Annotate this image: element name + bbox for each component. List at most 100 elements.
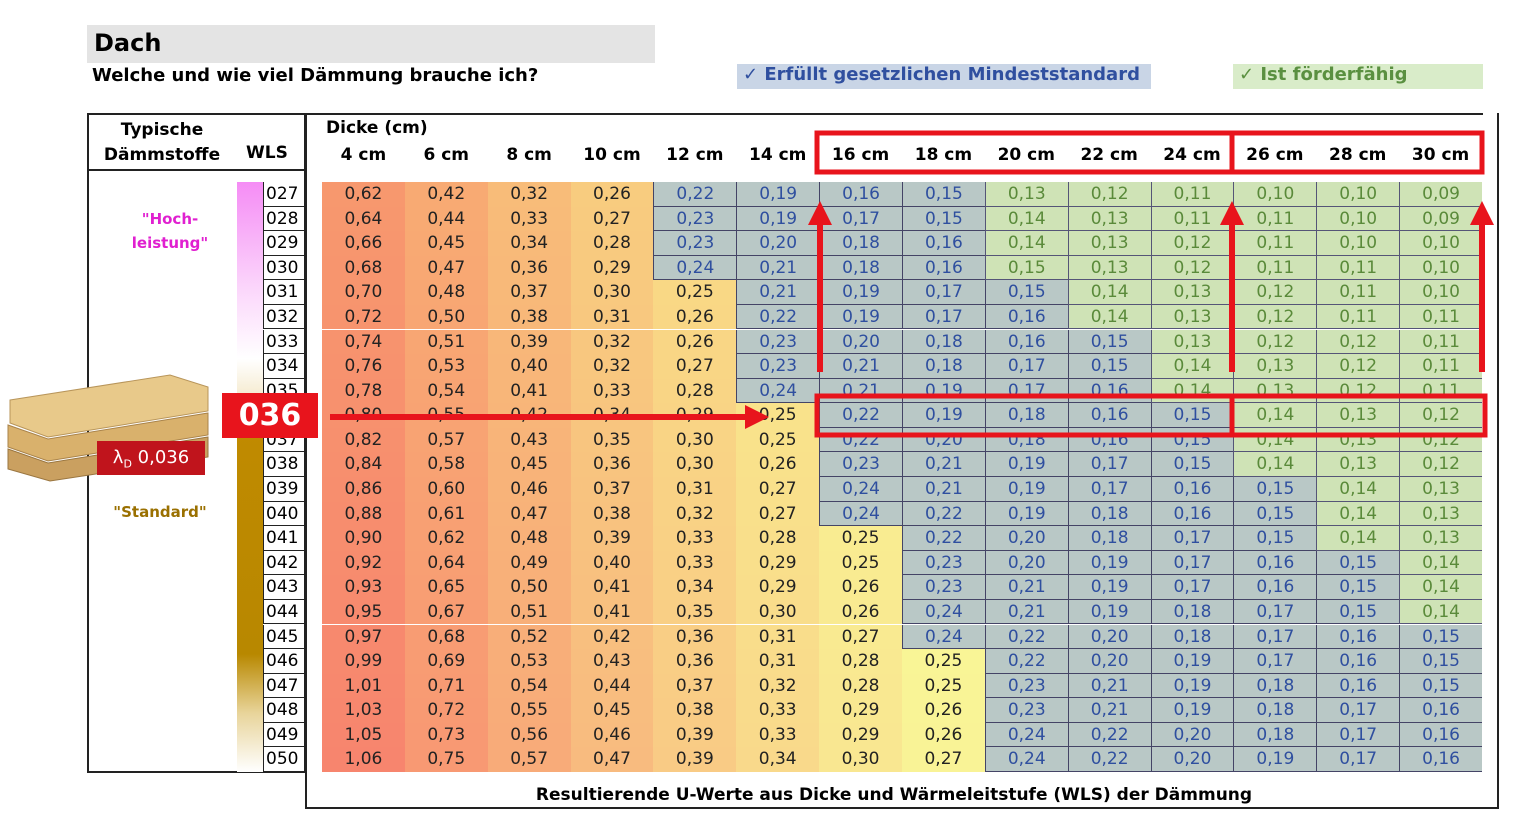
u-value: 0,14	[1233, 452, 1317, 477]
column-header: 12 cm	[666, 145, 724, 165]
u-value: 0,37	[487, 280, 571, 305]
u-value: 0,17	[1067, 452, 1151, 477]
u-value: 0,11	[1233, 255, 1317, 281]
u-value: 0,13	[1067, 255, 1151, 281]
u-value: 0,19	[1067, 599, 1151, 625]
u-value: 0,16	[1316, 673, 1400, 699]
u-value: 0,26	[653, 329, 737, 355]
high-performance-label: "Hoch- leistung"	[131, 210, 209, 252]
u-value: 0,16	[1399, 747, 1482, 772]
u-value: 0,23	[736, 329, 820, 355]
u-value: 0,18	[1150, 599, 1234, 625]
u-value: 0,47	[570, 747, 654, 772]
u-value: 0,33	[736, 722, 820, 748]
u-value: 0,26	[570, 182, 654, 207]
u-value: 0,35	[653, 599, 737, 625]
column-header: 30 cm	[1411, 145, 1470, 165]
u-value: 0,20	[1150, 722, 1234, 748]
u-value: 0,36	[653, 649, 737, 674]
u-value: 0,12	[1316, 378, 1400, 404]
u-value: 0,86	[322, 477, 405, 502]
u-value: 0,15	[1150, 452, 1234, 477]
wls-label: 030	[263, 255, 305, 281]
u-value: 0,15	[1399, 649, 1482, 674]
u-value: 0,22	[902, 526, 985, 551]
u-value: 0,70	[322, 280, 405, 305]
lambda-symbol: λ	[112, 447, 124, 468]
u-value: 0,48	[487, 526, 571, 551]
u-value: 0,28	[819, 649, 902, 674]
u-value: 0,12	[1399, 403, 1482, 428]
u-value: 0,23	[984, 698, 1068, 723]
u-value: 0,18	[819, 231, 902, 256]
u-value: 0,15	[1150, 403, 1234, 428]
u-value: 0,13	[1150, 280, 1234, 305]
u-value: 0,22	[819, 403, 902, 428]
wls-label: 042	[263, 550, 305, 576]
u-value: 0,44	[570, 673, 654, 699]
u-value: 0,33	[570, 378, 654, 404]
u-value: 0,25	[902, 649, 985, 674]
u-value: 0,88	[322, 501, 405, 527]
u-value: 0,25	[736, 403, 820, 428]
column-header: 18 cm	[914, 145, 973, 165]
u-value: 0,92	[322, 550, 405, 576]
u-value: 0,14	[1316, 477, 1400, 502]
wls-label: 038	[263, 452, 305, 477]
u-value: 0,10	[1399, 280, 1482, 305]
u-value: 0,32	[487, 182, 571, 207]
wls-label: 043	[263, 575, 305, 600]
u-value: 0,14	[1150, 354, 1234, 379]
column-header: 14 cm	[749, 145, 807, 165]
u-value: 0,19	[819, 280, 902, 305]
wls-label: 031	[263, 280, 305, 305]
u-value: 0,14	[1399, 599, 1482, 625]
u-value: 0,15	[1150, 427, 1234, 453]
u-value: 0,20	[1067, 624, 1151, 650]
u-value: 0,14	[1316, 526, 1400, 551]
u-value: 0,72	[404, 698, 488, 723]
u-value: 0,24	[902, 599, 985, 625]
u-value: 0,33	[487, 206, 571, 232]
u-value: 0,19	[984, 477, 1068, 502]
u-value: 0,76	[322, 354, 405, 379]
wls-label: 027	[263, 182, 305, 207]
u-value: 0,48	[404, 280, 488, 305]
u-value: 0,14	[1316, 501, 1400, 527]
u-value: 0,21	[736, 280, 820, 305]
u-value: 0,13	[1233, 354, 1317, 379]
u-value: 0,15	[1316, 550, 1400, 576]
u-value: 0,17	[1150, 575, 1234, 600]
u-value: 0,26	[902, 698, 985, 723]
u-value: 0,10	[1316, 231, 1400, 256]
u-value: 0,82	[322, 427, 405, 453]
u-value: 0,17	[1150, 550, 1234, 576]
column-header: 28 cm	[1329, 145, 1387, 165]
subtitle: Welche und wie viel Dämmung brauche ich?	[92, 65, 539, 86]
u-value: 0,26	[736, 452, 820, 477]
u-value: 0,15	[1233, 501, 1317, 527]
u-value: 0,14	[1067, 304, 1151, 330]
u-value: 0,34	[736, 747, 820, 772]
legend-minimum: ✓ Erfüllt gesetzlichen Mindeststandard	[737, 64, 1151, 89]
u-value: 0,23	[819, 452, 902, 477]
u-value: 0,17	[1316, 747, 1400, 772]
u-value: 0,13	[1150, 329, 1234, 355]
u-value: 0,34	[653, 575, 737, 600]
u-value: 0,61	[404, 501, 488, 527]
left-header-line	[87, 169, 306, 171]
u-value: 0,12	[1067, 182, 1151, 207]
u-value: 0,17	[1233, 599, 1317, 625]
u-value: 0,25	[819, 526, 902, 551]
u-value: 0,39	[653, 747, 737, 772]
u-value: 0,31	[736, 624, 820, 650]
u-value: 0,36	[570, 452, 654, 477]
u-value: 0,14	[1399, 550, 1482, 576]
u-value: 0,14	[1399, 575, 1482, 600]
u-value: 0,14	[1233, 427, 1317, 453]
u-value: 0,39	[653, 722, 737, 748]
u-value: 0,60	[404, 477, 488, 502]
u-value: 0,27	[902, 747, 985, 772]
u-value: 0,18	[902, 354, 985, 379]
u-value: 0,19	[1067, 575, 1151, 600]
